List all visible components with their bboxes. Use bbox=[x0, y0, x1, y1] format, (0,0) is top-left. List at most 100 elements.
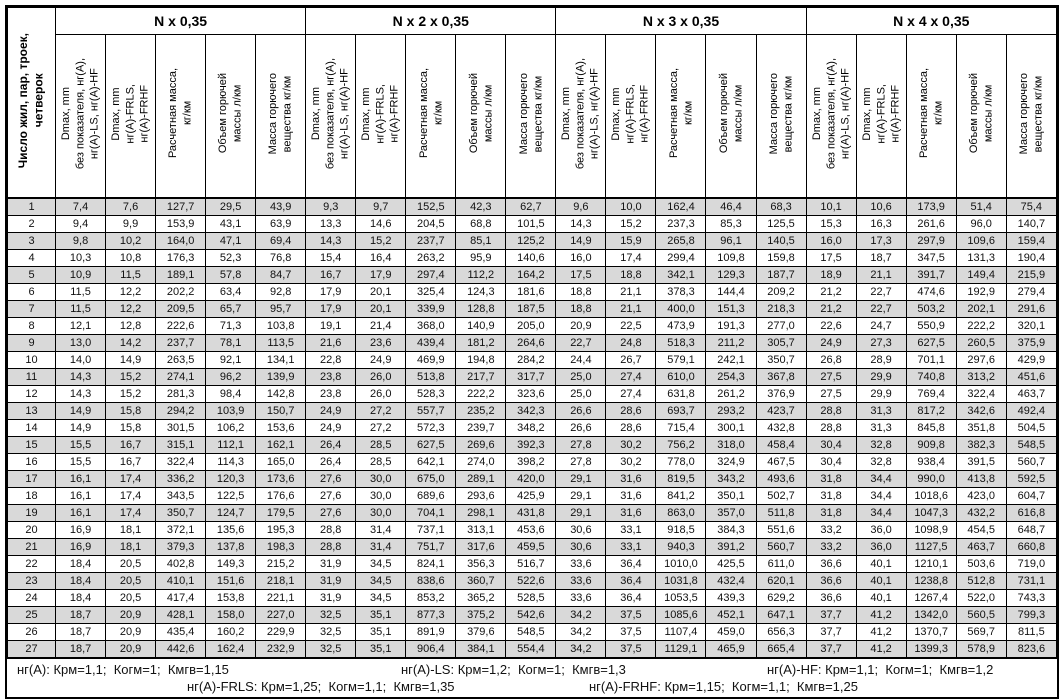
table-cell: 719,0 bbox=[1005, 555, 1058, 573]
table-cell: 149,3 bbox=[205, 555, 257, 573]
table-cell: 817,2 bbox=[905, 402, 957, 420]
table-cell: 27,4 bbox=[605, 385, 657, 403]
table-cell: 348,2 bbox=[505, 419, 557, 437]
table-cell: 7,4 bbox=[55, 197, 107, 216]
table-cell: 458,4 bbox=[755, 436, 807, 454]
table-cell: 35,1 bbox=[355, 640, 407, 658]
table-cell: 322,4 bbox=[155, 453, 207, 471]
table-cell: 918,5 bbox=[655, 521, 707, 539]
table-cell: 232,9 bbox=[255, 640, 307, 658]
table-cell: 1098,9 bbox=[905, 521, 957, 539]
table-row: 7 11,5 12,2 209,5 65,7 95,7 17,9 20,1 339,9 128… bbox=[6, 300, 1058, 318]
table-cell: 293,6 bbox=[455, 487, 507, 505]
table-cell: 29,1 bbox=[555, 504, 607, 522]
row-number-cell: 7 bbox=[6, 300, 57, 318]
table-cell: 452,1 bbox=[705, 606, 757, 624]
table-cell: 579,1 bbox=[655, 351, 707, 369]
table-cell: 375,2 bbox=[455, 606, 507, 624]
table-cell: 101,5 bbox=[505, 215, 557, 233]
table-cell: 204,5 bbox=[405, 215, 457, 233]
table-cell: 14,0 bbox=[55, 351, 107, 369]
table-cell: 20,5 bbox=[105, 589, 157, 607]
table-cell: 769,4 bbox=[905, 385, 957, 403]
table-cell: 9,6 bbox=[555, 197, 607, 216]
table-cell: 31,9 bbox=[305, 589, 357, 607]
table-cell: 29,9 bbox=[855, 385, 907, 403]
subheader-g1-dmax-base: Dmax, mm без показателя, нг(А), нг(А)-LS… bbox=[55, 34, 107, 199]
table-cell: 342,6 bbox=[955, 402, 1007, 420]
table-cell: 187,7 bbox=[755, 266, 807, 284]
subheader-g2-flammable-volume: Объем горючей массы л/км bbox=[455, 34, 507, 199]
table-cell: 120,3 bbox=[205, 470, 257, 488]
table-cell: 610,0 bbox=[655, 368, 707, 386]
table-cell: 343,2 bbox=[705, 470, 757, 488]
table-cell: 291,6 bbox=[1005, 300, 1058, 318]
table-cell: 109,8 bbox=[705, 249, 757, 267]
table-cell: 31,9 bbox=[305, 555, 357, 573]
table-cell: 28,8 bbox=[305, 521, 357, 539]
table-cell: 1010,0 bbox=[655, 555, 707, 573]
table-cell: 10,2 bbox=[105, 232, 157, 250]
table-cell: 289,1 bbox=[455, 470, 507, 488]
coeff-ng-a-frls: нг(А)-FRLS: Крм=1,25; Когм=1,1; Кмгв=1,3… bbox=[187, 679, 455, 694]
table-cell: 32,5 bbox=[305, 606, 357, 624]
table-cell: 548,5 bbox=[505, 623, 557, 641]
table-cell: 237,7 bbox=[405, 232, 457, 250]
table-cell: 503,6 bbox=[955, 555, 1007, 573]
table-cell: 33,6 bbox=[555, 589, 607, 607]
table-cell: 819,5 bbox=[655, 470, 707, 488]
table-row: 3 9,8 10,2 164,0 47,1 69,4 14,3 15,2 237,7 85,1… bbox=[6, 232, 1058, 250]
table-cell: 125,2 bbox=[505, 232, 557, 250]
table-cell: 384,1 bbox=[455, 640, 507, 658]
table-cell: 10,8 bbox=[105, 249, 157, 267]
table-cell: 218,1 bbox=[255, 572, 307, 590]
table-cell: 218,3 bbox=[755, 300, 807, 318]
table-cell: 21,1 bbox=[605, 300, 657, 318]
table-cell: 627,5 bbox=[905, 334, 957, 352]
table-row: 4 10,3 10,8 176,3 52,3 76,8 15,4 16,4 263,2 95,… bbox=[6, 249, 1058, 267]
table-cell: 18,7 bbox=[55, 623, 107, 641]
table-cell: 41,2 bbox=[855, 606, 907, 624]
table-cell: 222,2 bbox=[955, 317, 1007, 335]
table-cell: 29,1 bbox=[555, 470, 607, 488]
table-cell: 423,0 bbox=[955, 487, 1007, 505]
table-cell: 372,1 bbox=[155, 521, 207, 539]
table-cell: 20,5 bbox=[105, 572, 157, 590]
table-cell: 128,8 bbox=[455, 300, 507, 318]
table-row: 9 13,0 14,2 237,7 78,1 113,5 21,6 23,6 439,4 18… bbox=[6, 334, 1058, 352]
table-cell: 938,4 bbox=[905, 453, 957, 471]
table-cell: 34,2 bbox=[555, 606, 607, 624]
table-cell: 17,4 bbox=[105, 470, 157, 488]
table-cell: 20,1 bbox=[355, 300, 407, 318]
table-cell: 153,8 bbox=[205, 589, 257, 607]
table-cell: 68,3 bbox=[755, 197, 807, 216]
table-cell: 18,7 bbox=[855, 249, 907, 267]
table-cell: 1018,6 bbox=[905, 487, 957, 505]
table-cell: 34,4 bbox=[855, 487, 907, 505]
table-cell: 14,3 bbox=[555, 215, 607, 233]
row-number-cell: 16 bbox=[6, 453, 57, 471]
table-cell: 16,4 bbox=[355, 249, 407, 267]
table-cell: 11,5 bbox=[55, 300, 107, 318]
table-cell: 22,5 bbox=[605, 317, 657, 335]
table-cell: 12,2 bbox=[105, 300, 157, 318]
table-cell: 627,5 bbox=[405, 436, 457, 454]
row-number-cell: 24 bbox=[6, 589, 57, 607]
table-cell: 1399,3 bbox=[905, 640, 957, 658]
table-cell: 17,5 bbox=[555, 266, 607, 284]
table-cell: 18,7 bbox=[55, 606, 107, 624]
table-cell: 159,8 bbox=[755, 249, 807, 267]
table-cell: 209,5 bbox=[155, 300, 207, 318]
table-cell: 990,0 bbox=[905, 470, 957, 488]
table-cell: 513,8 bbox=[405, 368, 457, 386]
table-cell: 33,1 bbox=[605, 521, 657, 539]
table-cell: 27,8 bbox=[555, 453, 607, 471]
table-cell: 392,3 bbox=[505, 436, 557, 454]
table-cell: 375,9 bbox=[1005, 334, 1058, 352]
table-cell: 69,4 bbox=[255, 232, 307, 250]
table-cell: 26,0 bbox=[355, 368, 407, 386]
table-cell: 36,6 bbox=[805, 572, 857, 590]
table-cell: 29,9 bbox=[855, 368, 907, 386]
table-cell: 24,9 bbox=[805, 334, 857, 352]
table-cell: 30,4 bbox=[805, 436, 857, 454]
